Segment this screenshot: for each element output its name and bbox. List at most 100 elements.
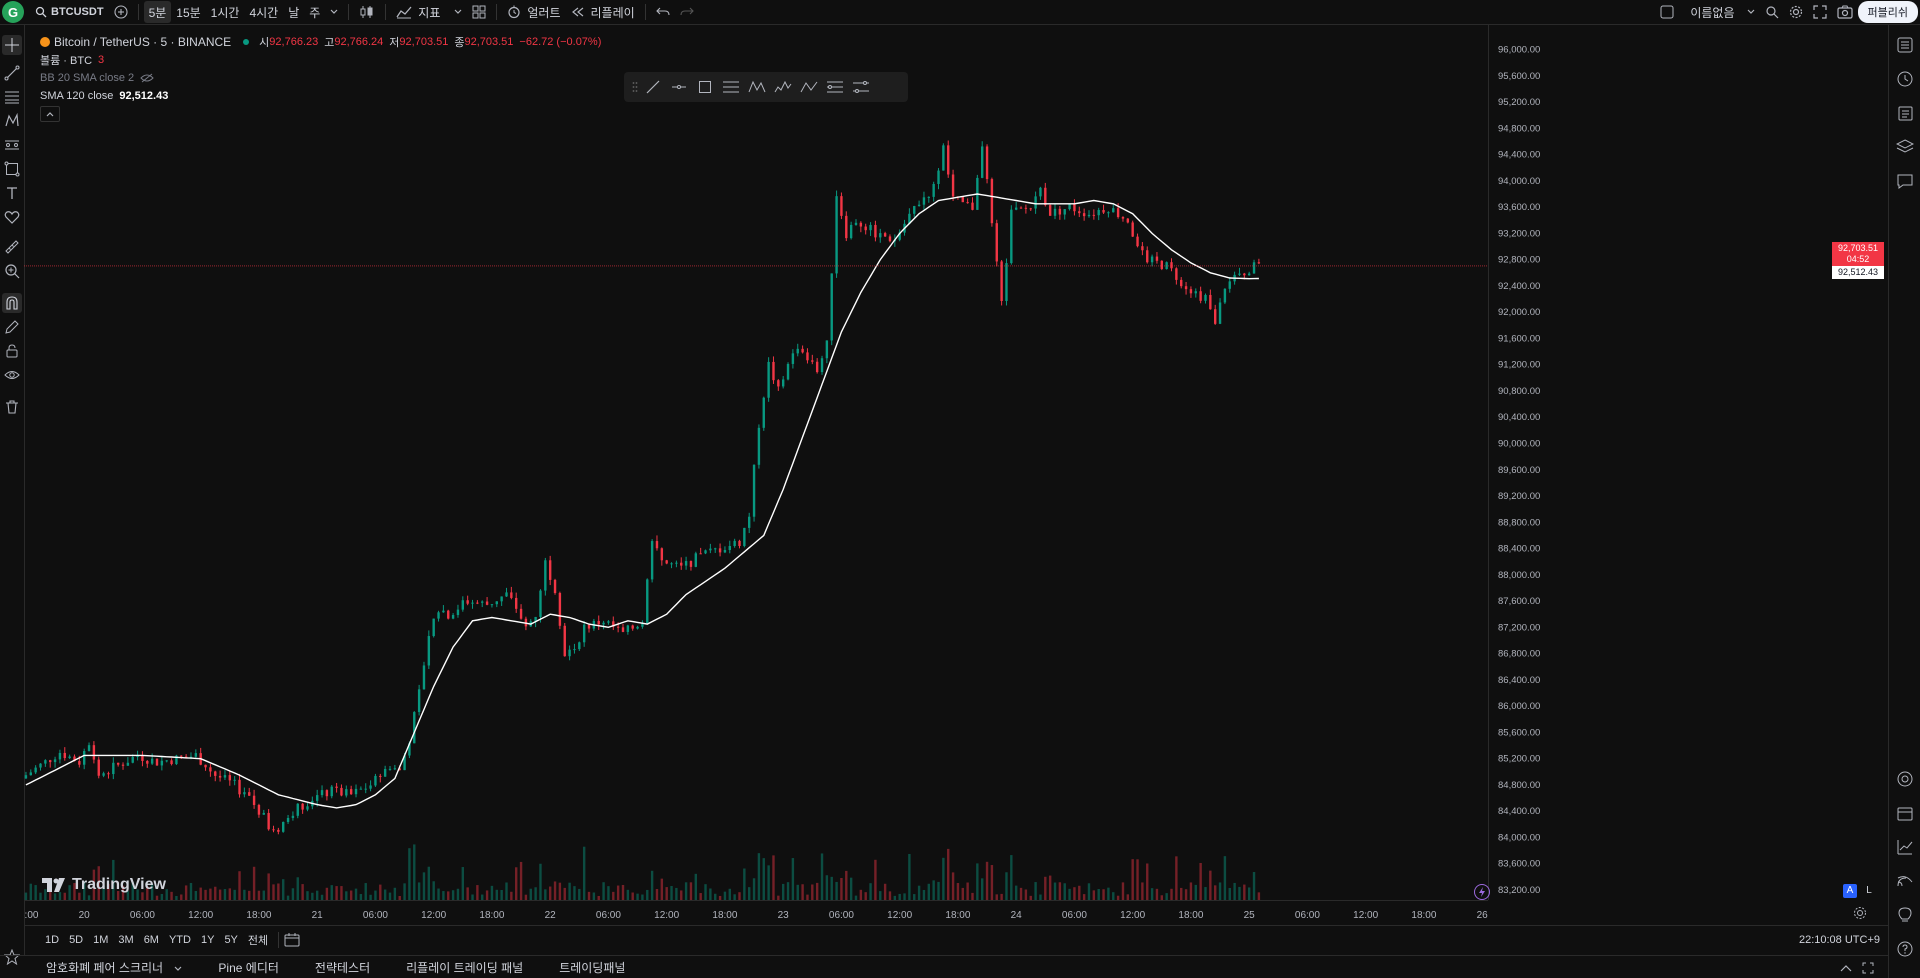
icons-tool[interactable]: [2, 207, 22, 227]
crosshair-tool[interactable]: [2, 35, 22, 55]
axis-settings-button[interactable]: [1853, 906, 1867, 920]
watchlist-button[interactable]: [1895, 35, 1915, 55]
panel-tab-pine-editor[interactable]: Pine 에디터: [218, 961, 279, 975]
range-1y[interactable]: 1Y: [200, 934, 215, 946]
forecast-tool[interactable]: [2, 135, 22, 155]
goto-date-icon[interactable]: [284, 933, 300, 947]
pattern-tool[interactable]: [2, 111, 22, 131]
interval-dropdown[interactable]: [325, 1, 343, 23]
layout-name-button[interactable]: 이름없음: [1679, 1, 1759, 23]
price-chart[interactable]: 96,000.00 95,600.00 95,200.00 94,800.00 94,4…: [24, 25, 1888, 925]
interval-1w[interactable]: 주: [309, 5, 321, 20]
range-5d[interactable]: 5D: [69, 934, 84, 946]
sma-legend-row[interactable]: SMA 120 close 92,512.43: [40, 87, 601, 105]
auto-scale-button[interactable]: A: [1843, 884, 1857, 898]
quick-search-button[interactable]: [1760, 1, 1784, 23]
interval-4h[interactable]: 4시간: [249, 5, 279, 20]
range-ytd[interactable]: YTD: [168, 934, 191, 946]
layout-toggle[interactable]: [1655, 1, 1679, 23]
fib-extension-icon[interactable]: [848, 74, 874, 100]
clock[interactable]: 22:10:08 UTC+9: [1798, 934, 1880, 946]
maximize-panel-icon[interactable]: [1862, 962, 1874, 974]
alert-button[interactable]: 얼러트: [502, 1, 565, 23]
xabcd-pattern-icon[interactable]: [744, 74, 770, 100]
templates-button[interactable]: [467, 1, 491, 23]
range-1d[interactable]: 1D: [45, 934, 60, 946]
interval-5m[interactable]: 5분: [143, 1, 172, 23]
tradingview-logo[interactable]: TradingView: [42, 876, 166, 894]
bb-legend-row[interactable]: BB 20 SMA close 2: [40, 69, 601, 87]
snapshot-button[interactable]: [1832, 1, 1858, 23]
undo-button[interactable]: [651, 1, 675, 23]
interval-15m[interactable]: 15분: [176, 5, 201, 20]
candle-body: [447, 610, 450, 619]
chart-type-button[interactable]: [354, 1, 380, 23]
volume-bar: [1126, 894, 1130, 900]
time-axis[interactable]: 18:00 20 06:00 12:00 18:00 21 06:00 12:00 18:00 2…: [24, 900, 1488, 922]
compare-button[interactable]: [109, 1, 133, 23]
legend-collapse[interactable]: [40, 105, 601, 123]
range-1m[interactable]: 1M: [93, 934, 109, 946]
text-tool[interactable]: [2, 183, 22, 203]
collapse-panel-icon[interactable]: [1840, 964, 1852, 972]
search-icon: [1765, 5, 1779, 19]
shapes-tool[interactable]: [2, 159, 22, 179]
signal-button[interactable]: [1895, 871, 1915, 891]
interval-1d[interactable]: 날: [288, 5, 300, 20]
alerts-panel-button[interactable]: [1895, 69, 1915, 89]
magnet-mode[interactable]: [2, 293, 22, 313]
horizontal-ray-icon[interactable]: [666, 74, 692, 100]
panel-tab-screener[interactable]: 암호화폐 페어 스크리너: [0, 959, 200, 976]
ideas-button[interactable]: [1895, 905, 1915, 925]
price-axis[interactable]: 96,000.00 95,600.00 95,200.00 94,800.00 94,4…: [1488, 25, 1541, 900]
help-button[interactable]: [1895, 939, 1915, 959]
volume-legend-row[interactable]: 볼륨 · BTC 3: [40, 51, 601, 69]
layers-button[interactable]: [1895, 137, 1915, 157]
symbol-search[interactable]: BTCUSDT: [30, 1, 109, 23]
panel-tab-replay-trading[interactable]: 리플레이 트레이딩 패널: [406, 961, 524, 975]
parallel-channel-icon[interactable]: [718, 74, 744, 100]
zoom-tool[interactable]: [2, 261, 22, 281]
target-button[interactable]: [1895, 769, 1915, 789]
range-all[interactable]: 전체: [247, 935, 269, 947]
news-button[interactable]: [1895, 103, 1915, 123]
lightning-icon: [1479, 887, 1485, 897]
volume-bar: [777, 895, 780, 900]
trend-line-tool[interactable]: [2, 63, 22, 83]
eye-hidden-icon[interactable]: [140, 73, 154, 83]
stay-drawing-mode[interactable]: [2, 317, 22, 337]
publish-button[interactable]: 퍼블리쉬: [1857, 1, 1918, 23]
measure-tool[interactable]: [2, 237, 22, 257]
trend-line-icon[interactable]: [640, 74, 666, 100]
pine-button[interactable]: [1895, 837, 1915, 857]
lock-drawings[interactable]: [2, 341, 22, 361]
remove-drawings[interactable]: [2, 397, 22, 417]
fullscreen-button[interactable]: [1808, 1, 1832, 23]
abc-pattern-icon[interactable]: [796, 74, 822, 100]
indicators-button[interactable]: 지표: [391, 1, 467, 23]
range-6m[interactable]: 6M: [143, 934, 159, 946]
fib-retracement-icon[interactable]: [822, 74, 848, 100]
lightning-button[interactable]: [1474, 884, 1490, 900]
interval-1h[interactable]: 1시간: [210, 5, 240, 20]
chat-button[interactable]: [1895, 171, 1915, 191]
rectangle-icon[interactable]: [692, 74, 718, 100]
user-avatar[interactable]: G: [2, 1, 24, 23]
elliott-wave-icon[interactable]: [770, 74, 796, 100]
hide-drawings[interactable]: [2, 365, 22, 385]
panel-tab-strategy-tester[interactable]: 전략테스터: [314, 961, 371, 975]
symbol-legend-row[interactable]: Bitcoin / TetherUS · 5 · BINANCE 시 92,766…: [40, 33, 601, 51]
candle-body: [1175, 268, 1178, 280]
range-3m[interactable]: 3M: [118, 934, 134, 946]
panel-tab-trading[interactable]: 트레이딩패널: [559, 961, 626, 975]
drag-handle-icon[interactable]: [630, 74, 640, 100]
settings-button[interactable]: [1784, 1, 1808, 23]
replay-button[interactable]: 리플레이: [566, 1, 640, 23]
range-5y[interactable]: 5Y: [224, 934, 238, 946]
redo-button[interactable]: [675, 1, 699, 23]
log-scale-button[interactable]: L: [1866, 885, 1872, 896]
fib-tool[interactable]: [2, 87, 22, 107]
calendar-button[interactable]: [1895, 803, 1915, 823]
volume-bar: [670, 886, 673, 900]
volume-bar: [238, 871, 241, 900]
